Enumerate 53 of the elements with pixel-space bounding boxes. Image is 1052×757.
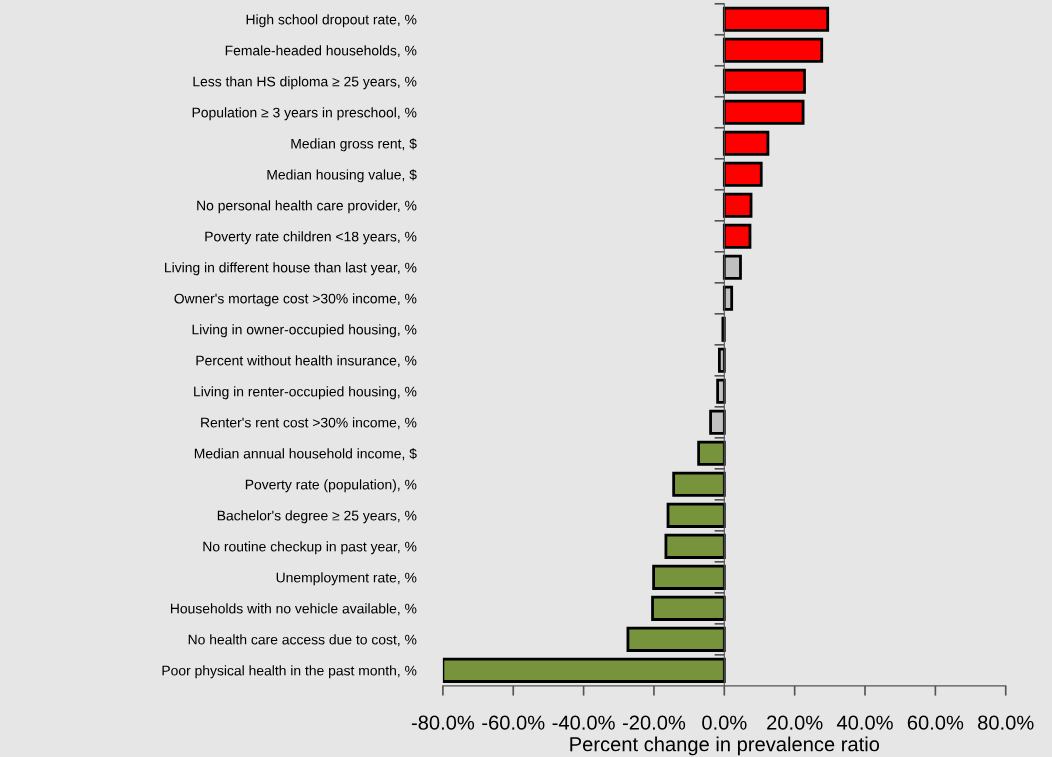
bar	[709, 409, 726, 435]
bar	[697, 440, 726, 466]
bar	[722, 130, 770, 156]
y-tick-label: Population ≥ 3 years in preschool, %	[192, 107, 417, 121]
bar	[716, 378, 726, 404]
bar	[722, 37, 824, 63]
x-tick-label: 0.0%	[702, 715, 747, 730]
y-tick-label: Poverty rate children <18 years, %	[205, 231, 417, 245]
x-tick-label: 60.0%	[907, 715, 964, 730]
y-tick-label: No health care access due to cost, %	[188, 634, 417, 647]
y-tick-label: Living in owner-occupied housing, %	[192, 324, 417, 338]
y-tick-label: Percent without health insurance, %	[196, 355, 417, 368]
y-tick-label: Median gross rent, $	[291, 138, 417, 152]
x-tick-label: 80.0%	[978, 715, 1034, 730]
y-tick-label: No routine checkup in past year, %	[203, 541, 417, 555]
y-tick-label: Households with no vehicle available, %	[170, 603, 417, 616]
x-tick-label: 20.0%	[767, 715, 823, 730]
y-tick-label: High school dropout rate, %	[246, 14, 417, 28]
y-tick-label: Poverty rate (population), %	[245, 479, 417, 493]
bar	[626, 626, 726, 652]
y-tick-label: Unemployment rate, %	[276, 572, 417, 586]
bar	[722, 192, 753, 218]
bar	[722, 285, 734, 311]
bar	[722, 161, 763, 187]
x-tick-label: -80.0%	[411, 715, 475, 730]
bar	[722, 99, 805, 125]
bar	[652, 564, 726, 590]
y-tick-label: Owner's mortage cost >30% income, %	[174, 293, 417, 307]
y-tick-label: Living in different house than last year, %	[165, 262, 417, 276]
bar	[664, 533, 726, 559]
bar	[672, 471, 726, 497]
y-tick-label: Female-headed households, %	[225, 45, 417, 58]
bar	[722, 68, 806, 94]
bar	[722, 6, 830, 32]
bar	[666, 502, 726, 528]
x-tick-label: -20.0%	[622, 715, 686, 730]
y-tick-label: Renter's rent cost >30% income, %	[201, 417, 417, 430]
y-tick-label: Less than HS diploma ≥ 25 years, %	[193, 76, 417, 90]
bar	[722, 223, 752, 249]
x-axis-title: Percent change in prevalence ratio	[570, 736, 880, 756]
x-tick-label: -60.0%	[482, 715, 545, 730]
bar	[717, 347, 726, 373]
bar	[651, 595, 726, 621]
x-tick-label: -40.0%	[552, 715, 615, 730]
bar	[442, 657, 726, 683]
x-tick-label: 40.0%	[836, 715, 893, 730]
bar	[722, 254, 742, 280]
y-tick-label: Median housing value, $	[267, 169, 417, 183]
y-tick-label: Median annual household income, $	[194, 448, 417, 461]
y-tick-label: Poor physical health in the past month, %	[162, 665, 417, 679]
y-tick-label: Living in renter-occupied housing, %	[194, 386, 417, 400]
y-tick-label: Bachelor's degree ≥ 25 years, %	[217, 510, 417, 524]
y-tick-label: No personal health care provider, %	[197, 200, 417, 214]
